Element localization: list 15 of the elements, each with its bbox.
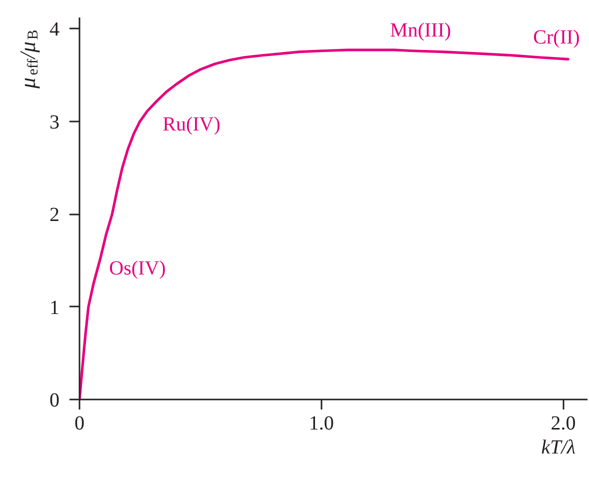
x-axis-title: kT/λ — [541, 436, 576, 458]
y-tick-label: 2 — [50, 204, 60, 226]
y-tick-label: 0 — [50, 390, 60, 412]
y-tick-label: 4 — [50, 18, 60, 41]
annotation: Mn(III) — [390, 20, 452, 42]
y-tick-label: 3 — [50, 111, 60, 134]
annotation: Cr(II) — [533, 26, 580, 48]
x-tick-label: 2.0 — [550, 412, 576, 434]
annotation: Os(IV) — [109, 258, 166, 280]
x-tick-label: 1.0 — [308, 412, 334, 434]
annotation: Ru(IV) — [162, 114, 220, 136]
line-series — [80, 48, 570, 400]
x-tick-label: 0 — [74, 412, 84, 434]
y-tick-label: 1 — [50, 296, 60, 319]
y-axis-title: μeff/μB — [15, 30, 42, 90]
